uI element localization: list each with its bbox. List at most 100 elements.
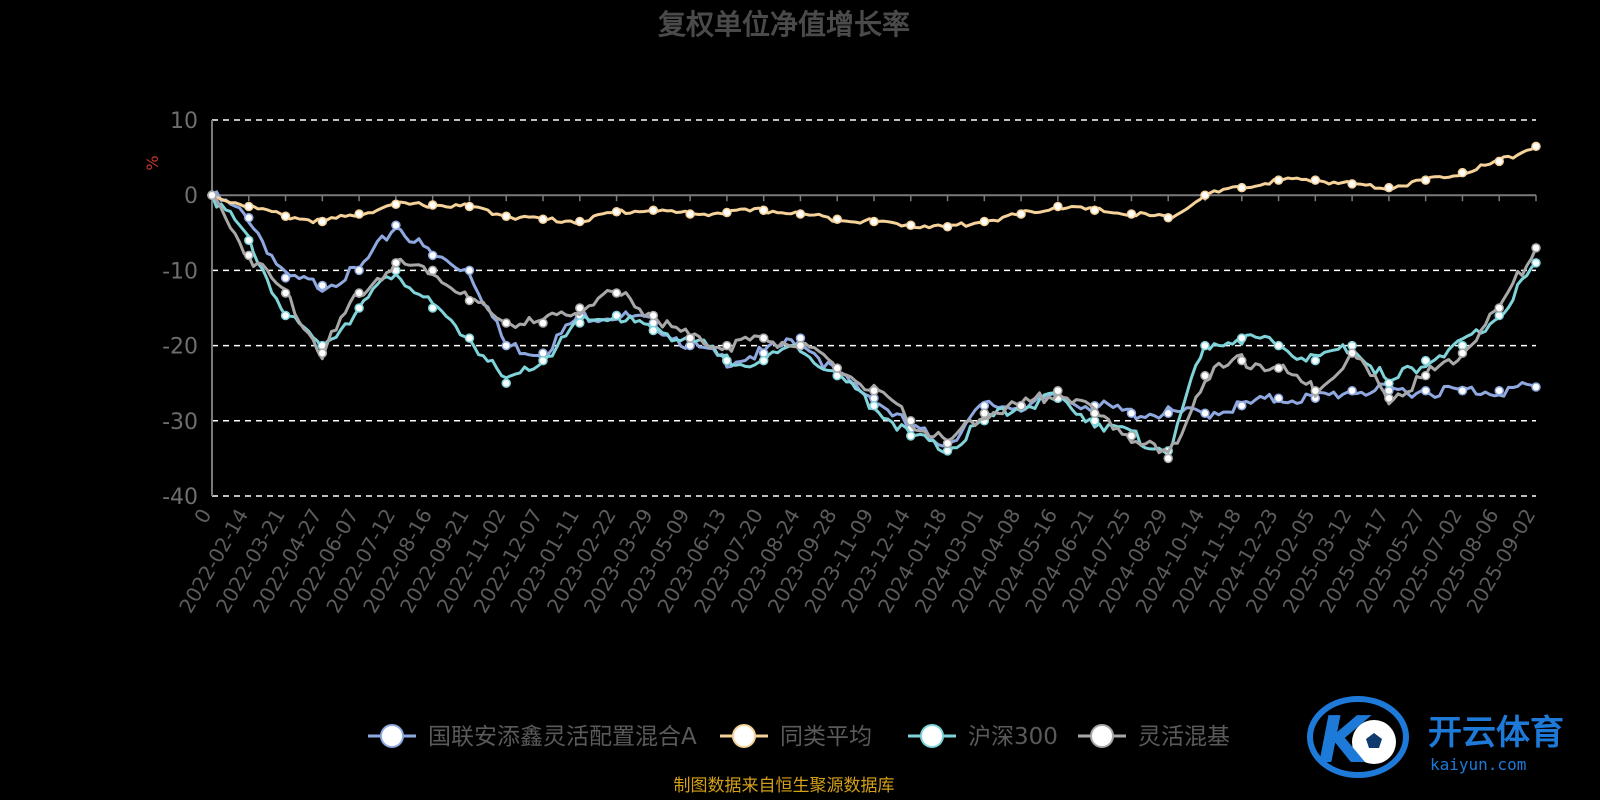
legend-item[interactable]: 灵活混基 [1078,724,1230,750]
data-point [1347,348,1357,358]
data-point [464,333,475,343]
data-point [464,265,475,276]
data-point [575,303,585,313]
data-point [1273,340,1284,351]
data-point [575,318,585,328]
data-point [244,235,254,246]
data-point [501,318,511,328]
data-point [1420,175,1431,185]
legend-item[interactable]: 沪深300 [908,724,1058,750]
data-point [280,273,291,283]
data-point [1420,355,1431,366]
data-point [1163,408,1173,419]
legend[interactable]: 国联安添鑫灵活配置混合A 同类平均 沪深300 灵活混基 [368,724,1230,750]
data-point [1457,348,1468,358]
data-point [1237,401,1247,411]
data-point [427,200,438,210]
data-point [1531,141,1541,152]
legend-marker [1090,724,1114,748]
series-line [211,145,1537,230]
data-point [1126,209,1137,219]
data-point [501,340,511,351]
y-axis-unit: % [143,155,162,170]
data-point [317,280,328,291]
data-point [758,205,769,215]
legend-label: 沪深300 [968,724,1058,750]
data-point [1273,175,1284,185]
axes [211,120,1536,496]
logo-text: 开云体育 [1428,713,1564,753]
data-point [244,250,254,261]
data-point [1347,179,1357,189]
data-point [1200,340,1210,351]
series-1 [207,141,1541,232]
legend-item[interactable]: 同类平均 [720,724,872,750]
data-point [648,325,659,336]
y-tick-label: -30 [162,410,198,435]
legend-marker [380,724,404,748]
data-point [795,340,806,351]
data-point [869,401,879,411]
y-tick-label: -40 [162,485,198,510]
data-point [1310,385,1321,396]
legend-label: 同类平均 [780,724,872,750]
data-point [1016,209,1026,219]
data-point [795,209,806,219]
data-point [722,207,732,218]
data-point [207,190,217,200]
data-point [1273,393,1284,403]
data-point [1163,453,1173,464]
data-point [685,209,695,219]
data-point [464,201,475,212]
data-point [611,206,622,217]
data-point [1126,408,1137,419]
data-point [869,216,879,227]
legend-item[interactable]: 国联安添鑫灵活配置混合A [368,724,697,750]
data-point [538,355,548,366]
data-point [979,216,990,227]
data-point [1494,385,1504,396]
data-point [427,265,438,276]
y-tick-label: 10 [170,109,198,134]
x-axis-ticks: 02022-02-142022-03-212022-04-272022-06-0… [174,195,1540,617]
data-point [1200,408,1210,419]
series-2 [207,190,1541,456]
data-point [1384,393,1394,403]
data-point [1237,182,1247,193]
data-point [1347,385,1357,396]
y-tick-label: -10 [162,259,198,284]
y-axis-ticks: -40 -30 -20 -10 0 10 [162,109,198,510]
data-point [1384,182,1394,193]
data-point [244,213,254,223]
data-point [501,378,511,388]
data-point [685,333,695,343]
data-point [427,303,438,313]
data-point [758,333,769,343]
data-point [1494,156,1504,167]
data-point [538,318,548,328]
data-point [648,205,659,215]
data-point [1457,167,1468,178]
legend-label: 国联安添鑫灵活配置混合A [428,724,697,750]
data-point [1237,355,1247,366]
data-point [1310,355,1321,366]
logo-url: kaiyun.com [1430,755,1526,774]
data-point [317,348,328,358]
data-point [1531,382,1541,392]
x-tick-label: 0 [189,505,216,528]
data-point [611,288,622,298]
logo-mark-letter: K [1318,704,1372,778]
data-point [1237,333,1247,343]
data-point [354,288,364,298]
data-point [942,222,953,232]
data-point [427,250,438,261]
series-line [210,194,1538,455]
data-point [354,209,364,219]
data-point [869,385,879,396]
y-tick-label: 0 [184,184,198,209]
data-point [1420,385,1431,396]
source-note: 制图数据来自恒生聚源数据库 [674,776,895,796]
data-point [354,265,364,276]
data-point [391,258,401,268]
